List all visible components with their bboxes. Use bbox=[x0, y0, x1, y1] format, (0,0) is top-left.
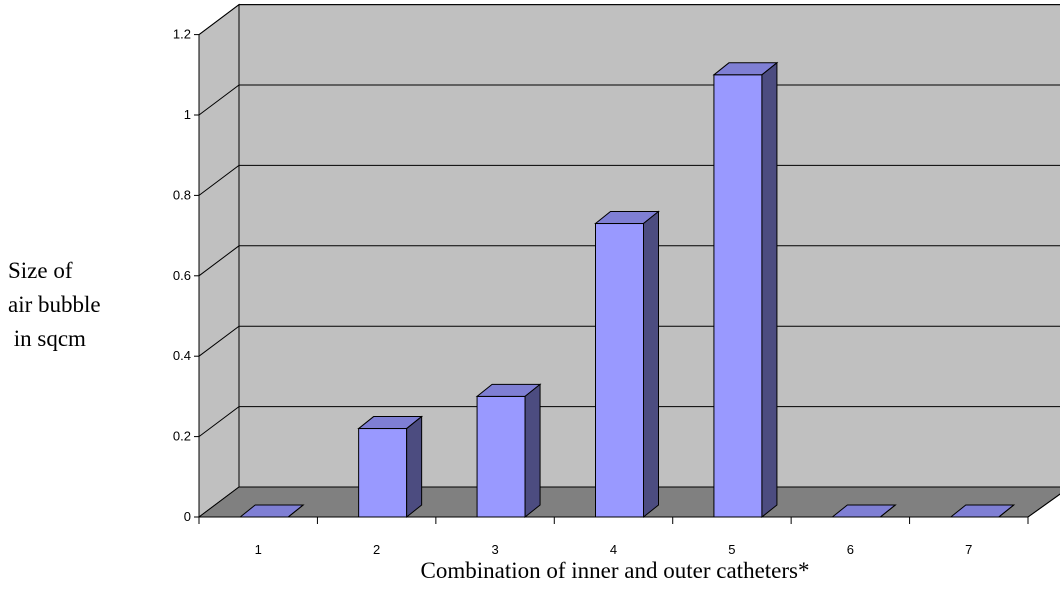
bar-front bbox=[713, 74, 763, 518]
bar-side bbox=[287, 504, 304, 518]
gridline bbox=[198, 4, 1060, 35]
gridline bbox=[198, 406, 1060, 438]
y-tick-label: 1.2 bbox=[173, 27, 191, 42]
bar-side bbox=[998, 504, 1015, 518]
bar-front bbox=[476, 395, 526, 518]
x-tick-label: 5 bbox=[728, 542, 735, 557]
y-tick-label: 0.4 bbox=[173, 348, 191, 363]
bar-side bbox=[406, 415, 423, 519]
bar-front bbox=[595, 223, 644, 518]
bar-side bbox=[524, 383, 541, 519]
y-axis-label-line-2: air bubble bbox=[8, 292, 101, 317]
bar-side bbox=[643, 210, 659, 519]
x-tick-label: 1 bbox=[255, 542, 262, 557]
x-axis-label: Combination of inner and outer catheters… bbox=[420, 558, 810, 583]
x-tick-label: 3 bbox=[491, 542, 498, 557]
x-tick-label: 4 bbox=[610, 542, 617, 557]
bar bbox=[475, 383, 542, 519]
y-axis-label-line-1: Size of bbox=[8, 258, 73, 283]
gridlines bbox=[198, 4, 1060, 438]
x-tick-label: 2 bbox=[373, 542, 380, 557]
bar bbox=[712, 61, 779, 519]
gridline bbox=[198, 325, 1060, 357]
y-axis-label-line-3: in sqcm bbox=[8, 326, 86, 351]
gridline bbox=[198, 84, 1060, 116]
bar-front bbox=[358, 428, 408, 518]
gridline bbox=[198, 245, 1060, 277]
y-tick-label: 0.6 bbox=[173, 268, 191, 283]
x-tick-labels: 1 2 3 4 5 6 7 bbox=[255, 542, 973, 557]
bar-side bbox=[761, 61, 778, 519]
y-tick-label: 0 bbox=[184, 509, 191, 524]
gridline bbox=[198, 164, 1060, 196]
x-tick-label: 7 bbox=[965, 542, 972, 557]
y-tick-label: 0.2 bbox=[173, 429, 191, 444]
bar bbox=[357, 415, 424, 519]
y-tick-labels: 0 0.2 0.4 0.6 0.8 1 1.2 bbox=[173, 27, 191, 524]
bar bbox=[594, 210, 660, 519]
y-tick-label: 0.8 bbox=[173, 187, 191, 202]
floor-edge bbox=[1027, 493, 1060, 518]
axes bbox=[194, 34, 1060, 524]
bars bbox=[238, 61, 1016, 519]
x-tick-label: 6 bbox=[847, 542, 854, 557]
y-tick-label: 1 bbox=[184, 107, 191, 122]
bar-side bbox=[880, 504, 896, 518]
